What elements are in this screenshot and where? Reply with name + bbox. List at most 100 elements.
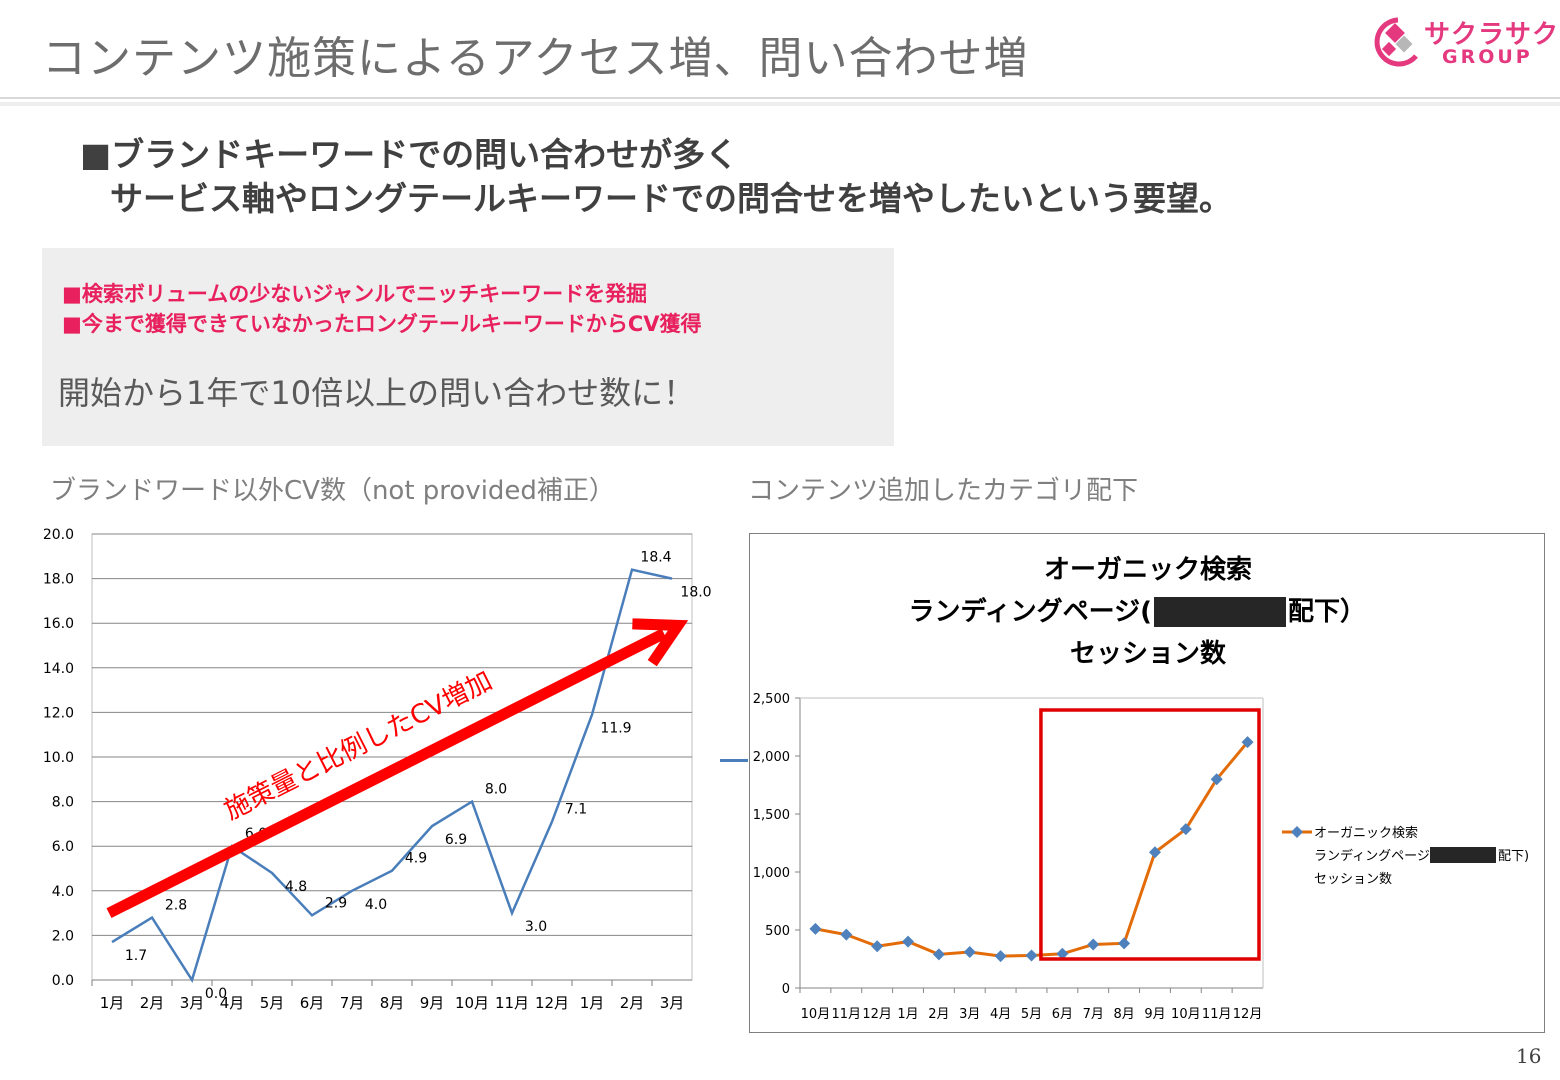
y-tick-label: 0.0	[52, 973, 74, 989]
title-divider	[0, 97, 1560, 99]
callout-box: ■検索ボリュームの少ないジャンルでニッチキーワードを発掘 ■今まで獲得できていな…	[42, 248, 894, 446]
company-logo: サクラサク GROUP	[1372, 12, 1558, 74]
chart-title-line-2-end: 配下）	[1288, 597, 1366, 627]
trend-arrow-shaft	[106, 628, 667, 919]
data-label: 6.9	[445, 832, 467, 848]
data-label: 0.0	[205, 986, 227, 1002]
x-tick-label: 10月	[801, 1007, 831, 1022]
data-point-marker	[1179, 823, 1192, 836]
x-tick-label: 11月	[495, 994, 529, 1012]
data-label: 18.4	[640, 550, 671, 566]
x-tick-label: 7月	[1083, 1007, 1104, 1022]
data-label: 4.8	[285, 879, 307, 895]
y-tick-label: 1,000	[753, 866, 790, 881]
y-tick-label: 8.0	[52, 795, 74, 811]
data-point-marker	[809, 922, 822, 935]
page-number: 16	[1516, 1044, 1542, 1068]
callout-main-text: 開始から1年で10倍以上の問い合わせ数に！	[58, 374, 696, 412]
title-divider-shadow	[0, 102, 1560, 106]
chart-title-line-1: オーガニック検索	[1044, 555, 1252, 585]
y-tick-label: 14.0	[43, 661, 74, 677]
y-tick-label: 6.0	[52, 839, 74, 855]
headline-line-1: ■ブランドキーワードでの問い合わせが多く	[80, 135, 739, 174]
data-label: 18.0	[680, 585, 711, 601]
y-tick-label: 4.0	[52, 884, 74, 900]
data-label: 2.8	[165, 898, 187, 914]
x-tick-label: 9月	[420, 994, 445, 1012]
chart-title-line-2: ランディングページ(	[908, 596, 1152, 627]
logo-name: サクラサク	[1424, 20, 1560, 50]
x-tick-label: 7月	[340, 994, 365, 1012]
x-tick-label: 6月	[300, 994, 325, 1012]
x-tick-label: 10月	[1171, 1007, 1201, 1022]
x-tick-label: 1月	[580, 994, 605, 1012]
right-chart-caption: コンテンツ追加したカテゴリ配下	[748, 476, 1139, 506]
data-point-marker	[963, 946, 976, 959]
highlight-box	[1039, 708, 1261, 961]
y-tick-label: 12.0	[43, 705, 74, 721]
data-label: 1.7	[125, 948, 147, 964]
x-tick-label: 5月	[260, 994, 285, 1012]
sessions-line-chart: オーガニック検索ランディングページ(配下）セッション数05001,0001,50…	[753, 555, 1529, 1022]
data-point-marker	[1025, 949, 1038, 962]
data-label: 8.0	[485, 782, 507, 798]
x-tick-label: 5月	[1021, 1007, 1042, 1022]
series-line	[111, 568, 673, 983]
y-tick-label: 2.0	[52, 928, 74, 944]
logo-subtitle: GROUP	[1442, 46, 1533, 68]
legend-line-2: ランディングページ(	[1314, 848, 1435, 864]
x-tick-label: 11月	[832, 1007, 862, 1022]
x-tick-label: 11月	[1202, 1007, 1232, 1022]
data-point-marker	[871, 940, 884, 953]
logo-mark-icon	[1374, 17, 1418, 67]
data-point-marker	[932, 948, 945, 961]
data-point-marker	[1148, 846, 1161, 859]
legend-marker	[1291, 826, 1303, 838]
cv-line-chart: 0.0 2.0 4.0 6.0 8.0 10.0 12.0 14.0 16.0 18.0 20.0 1…	[43, 527, 712, 1012]
y-tick-label: 16.0	[43, 616, 74, 632]
data-label: 7.1	[565, 802, 587, 818]
data-label: 11.9	[600, 721, 631, 737]
legend-redaction-bar	[1430, 847, 1496, 863]
trend-annotation: 施策量と比例したCV増加	[220, 666, 498, 826]
chart-title-line-3: セッション数	[1070, 639, 1227, 669]
data-label: 4.0	[365, 897, 387, 913]
x-tick-label: 1月	[897, 1007, 918, 1022]
data-point-marker	[1118, 937, 1131, 950]
x-tick-label: 3月	[660, 994, 685, 1012]
x-tick-label: 6月	[1052, 1007, 1073, 1022]
y-tick-label: 20.0	[43, 527, 74, 543]
data-point-marker	[994, 950, 1007, 963]
data-point-marker	[1087, 938, 1100, 951]
slide-title: コンテンツ施策によるアクセス増、問い合わせ増	[42, 33, 1029, 84]
x-tick-label: 2月	[140, 994, 165, 1012]
y-tick-label: 18.0	[43, 572, 74, 588]
y-tick-label: 10.0	[43, 750, 74, 766]
redaction-bar	[1154, 597, 1286, 627]
x-tick-label: 1月	[100, 994, 125, 1012]
data-label: 2.9	[325, 895, 347, 911]
y-tick-label: 0	[782, 982, 790, 997]
legend-line-2-end: 配下)	[1498, 849, 1529, 864]
headline-line-2: サービス軸やロングテールキーワードでの問合せを増やしたいという要望。	[110, 179, 1232, 218]
data-point-marker	[1210, 773, 1223, 786]
x-tick-label: 10月	[455, 994, 489, 1012]
trend-arrow-head	[632, 618, 689, 667]
y-tick-label: 500	[765, 924, 790, 939]
left-chart-caption: ブランドワード以外CV数（not provided補正）	[50, 476, 615, 506]
x-tick-label: 9月	[1144, 1007, 1165, 1022]
data-point-marker	[902, 935, 915, 948]
data-point-marker	[1241, 736, 1254, 749]
x-tick-label: 3月	[959, 1007, 980, 1022]
y-tick-label: 2,000	[753, 750, 790, 765]
legend-line-3: セッション数	[1314, 872, 1392, 887]
connector-dash	[720, 759, 748, 762]
x-tick-label: 2月	[928, 1007, 949, 1022]
data-point-marker	[1056, 947, 1069, 960]
x-tick-label: 3月	[180, 994, 205, 1012]
legend-line-1: オーガニック検索	[1314, 826, 1418, 841]
x-tick-label: 12月	[862, 1007, 892, 1022]
callout-bullet-1: ■検索ボリュームの少ないジャンルでニッチキーワードを発掘	[62, 282, 648, 306]
data-label: 3.0	[525, 919, 547, 935]
x-tick-label: 8月	[1113, 1007, 1134, 1022]
